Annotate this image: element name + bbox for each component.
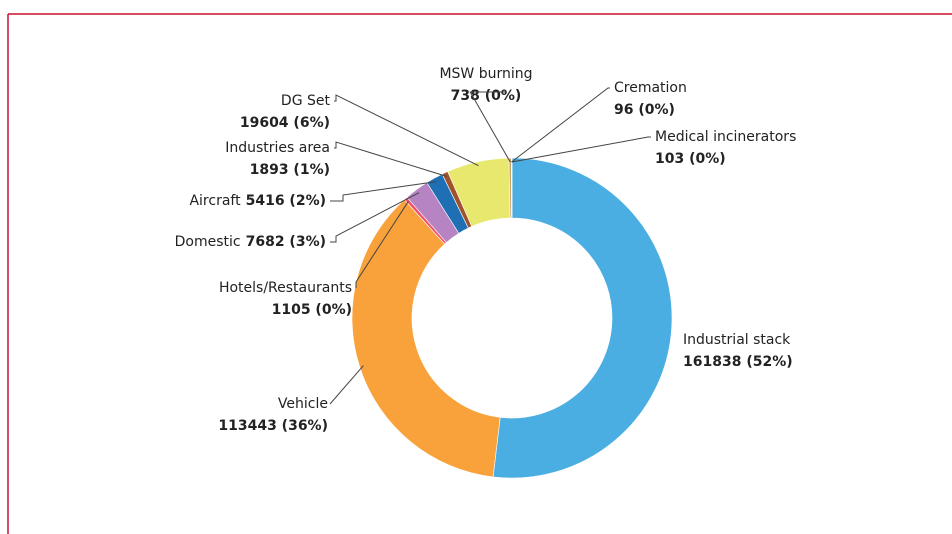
category-name: MSW burning — [439, 66, 532, 82]
slice-label: Medical incinerators 103 (0%) — [655, 129, 796, 167]
category-name: Vehicle — [278, 396, 328, 412]
slice-label: Hotels/Restaurants 1105 (0%) — [219, 280, 352, 318]
value-label: 5416 (2%) — [246, 193, 326, 209]
leader-line — [330, 192, 420, 243]
slice-label: MSW burning 738 (0%) — [439, 66, 532, 104]
category-name: Industrial stack — [683, 332, 791, 348]
value-label: 96 (0%) — [614, 102, 675, 118]
slice-label: Aircraft 5416 (2%) — [189, 193, 326, 209]
slice — [492, 157, 673, 479]
leader-line — [469, 91, 511, 163]
slice-label: Industrial stack 161838 (52%) — [683, 332, 793, 370]
slice-label: DG Set 19604 (6%) — [240, 93, 331, 131]
leader-line — [511, 136, 651, 163]
slice-label: Domestic 7682 (3%) — [175, 234, 326, 250]
value-label: 113443 (36%) — [218, 418, 328, 434]
category-name: Industries area — [225, 140, 330, 156]
slice — [351, 199, 501, 478]
category-name: Aircraft — [189, 193, 241, 209]
slice-label: Vehicle 113443 (36%) — [218, 396, 328, 434]
value-label: 738 (0%) — [451, 88, 522, 104]
leader-line — [329, 365, 364, 405]
leader-line — [355, 201, 409, 288]
slice-label: Cremation 96 (0%) — [614, 80, 687, 118]
value-label: 161838 (52%) — [683, 354, 793, 370]
leader-line — [334, 141, 447, 177]
category-name: Medical incinerators — [655, 129, 796, 145]
category-name: Hotels/Restaurants — [219, 280, 352, 296]
value-label: 103 (0%) — [655, 151, 726, 167]
slice-label: Industries area 1893 (1%) — [225, 140, 330, 178]
category-name: Cremation — [614, 80, 687, 96]
leader-line — [334, 94, 479, 167]
value-label: 7682 (3%) — [246, 234, 326, 250]
leader-line — [330, 181, 437, 202]
category-name: Domestic — [175, 234, 241, 250]
value-label: 1105 (0%) — [272, 302, 352, 318]
leader-line — [511, 87, 610, 163]
category-name: DG Set — [281, 93, 331, 109]
value-label: 1893 (1%) — [250, 162, 330, 178]
value-label: 19604 (6%) — [240, 115, 330, 131]
